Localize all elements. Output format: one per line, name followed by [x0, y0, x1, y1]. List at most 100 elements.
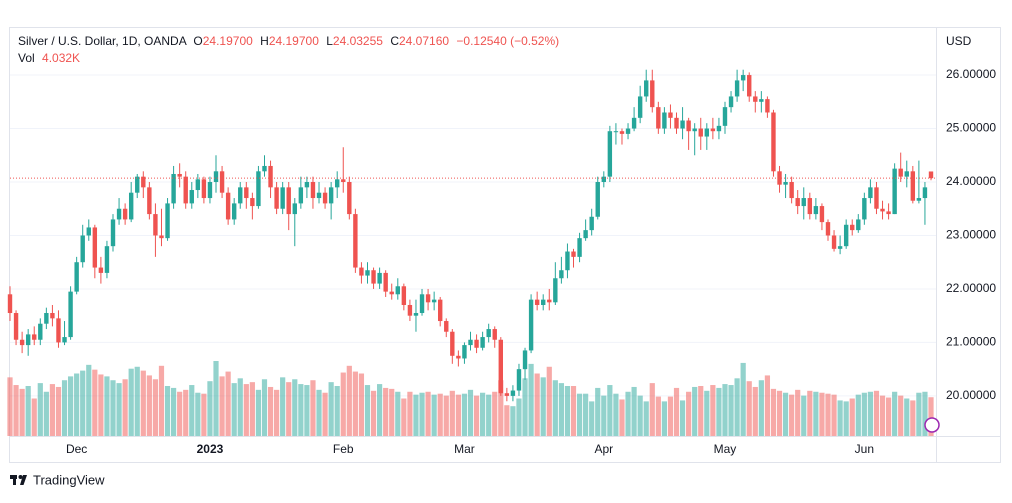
volume-bar	[904, 398, 910, 436]
volume-bar	[183, 389, 189, 436]
volume-bar	[80, 370, 86, 436]
volume-bar	[740, 362, 746, 436]
volume-bar	[631, 386, 637, 436]
volume-bar	[746, 381, 752, 436]
volume-bar	[867, 391, 874, 436]
volume-bar	[692, 386, 698, 436]
volume-bar	[686, 391, 692, 436]
volume-bar	[7, 377, 13, 436]
candle-body	[753, 96, 758, 102]
candle-body	[601, 176, 607, 183]
candle-body	[650, 80, 655, 108]
candle-body	[637, 96, 643, 118]
y-tick-label: 26.00000	[946, 67, 996, 81]
volume-bar	[831, 394, 837, 436]
volume-bar	[189, 385, 195, 436]
candle-body	[740, 75, 746, 81]
volume-bar	[370, 390, 377, 436]
candle-body	[98, 267, 104, 273]
volume-bar	[55, 386, 62, 436]
candle-body	[377, 272, 382, 284]
event-icon[interactable]	[924, 417, 940, 433]
volume-bar	[461, 393, 468, 436]
candle-body	[92, 227, 98, 268]
candle-body	[680, 120, 685, 129]
logo-mark	[13, 475, 16, 485]
candle-body	[238, 187, 243, 204]
volume-bar	[916, 392, 922, 436]
candle-body	[365, 270, 370, 276]
candle-body	[916, 198, 922, 201]
volume-bar	[231, 383, 237, 436]
volume-bar	[819, 392, 825, 436]
volume-bar	[213, 361, 219, 436]
volume-value: 4.032K	[42, 51, 80, 65]
volume-bar	[873, 390, 880, 436]
volume-bar	[486, 394, 492, 436]
candle-body	[371, 270, 376, 284]
candle-body	[25, 334, 31, 346]
volume-bar	[177, 391, 183, 436]
candle-body	[7, 294, 13, 314]
volume-bar	[49, 384, 56, 436]
volume-bar	[261, 379, 268, 436]
candle-body	[904, 171, 909, 177]
close-label: C	[390, 34, 399, 48]
candle-body	[50, 313, 55, 319]
candle-body	[159, 235, 164, 239]
candle-body	[547, 299, 552, 303]
candle-body	[19, 339, 25, 346]
candle-body	[504, 393, 510, 396]
volume-bar	[104, 376, 110, 436]
logo	[10, 475, 27, 485]
volume-bar	[861, 392, 867, 436]
volume-bar	[673, 387, 680, 436]
candle-body	[825, 222, 831, 236]
candle-body	[195, 179, 201, 191]
volume-bar	[164, 386, 171, 436]
candle-body	[928, 171, 934, 179]
x-tick-label: Feb	[333, 442, 354, 456]
volume-bar	[13, 385, 19, 436]
volume-bar	[383, 387, 389, 436]
candle-body	[589, 216, 594, 231]
candle-body	[686, 120, 691, 132]
volume-bar	[528, 363, 534, 436]
candle-body	[292, 203, 297, 215]
candle-body	[201, 179, 207, 199]
candle-body	[80, 235, 85, 263]
candle-body	[734, 80, 740, 97]
logo-mark	[18, 475, 23, 479]
y-tick-label: 25.00000	[946, 121, 996, 135]
candle-body	[456, 355, 461, 359]
volume-bar	[128, 368, 134, 436]
candle-body	[395, 286, 400, 295]
candle-body	[310, 182, 316, 199]
plot-area	[7, 69, 936, 436]
volume-bar	[364, 385, 371, 436]
volume-bar	[782, 392, 789, 436]
volume-bar	[758, 380, 764, 436]
candle-body	[116, 208, 122, 220]
volume-bar	[122, 379, 128, 436]
candle-body	[801, 198, 806, 207]
volume-bar	[407, 391, 413, 436]
candle-body	[656, 107, 661, 129]
candle-body	[225, 192, 231, 220]
candle-body	[856, 219, 861, 231]
volume-bar	[837, 400, 843, 436]
candle-body	[577, 238, 582, 257]
volume-bar	[522, 378, 528, 436]
volume-bar	[776, 390, 783, 436]
candle-body	[510, 390, 516, 396]
candle-body	[165, 203, 170, 239]
volume-bar	[504, 405, 510, 436]
candle-body	[334, 179, 340, 188]
volume-bar	[770, 388, 777, 436]
candle-body	[231, 203, 237, 220]
candle-body	[662, 112, 667, 129]
candle-body	[565, 251, 570, 271]
high-label: H	[260, 34, 269, 48]
volume-bar	[431, 394, 437, 436]
candle-body	[674, 117, 679, 129]
